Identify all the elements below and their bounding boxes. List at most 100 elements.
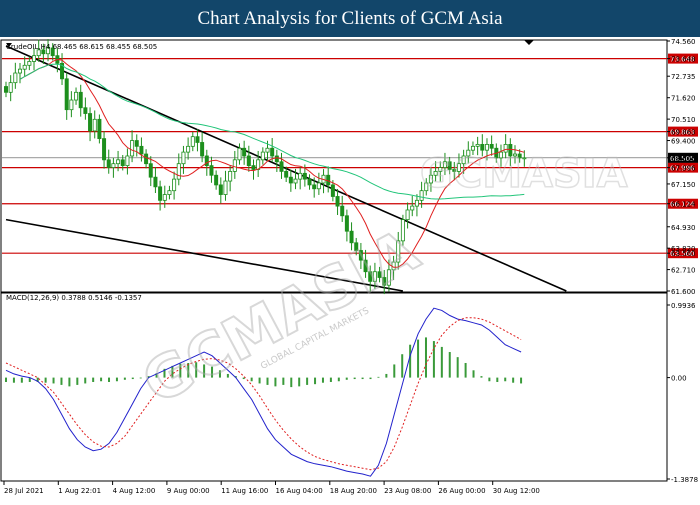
candle-bearish — [340, 205, 345, 217]
candle-bullish — [181, 151, 186, 165]
macd-info: MACD(12,26,9) 0.3788 0.5146 -0.1357 — [6, 294, 142, 302]
candle-bearish — [214, 174, 219, 186]
level-tag — [668, 248, 698, 259]
candle-bearish — [50, 47, 55, 57]
candle-bullish — [162, 194, 167, 201]
macd-histogram-bar — [353, 377, 356, 380]
candle-bullish — [92, 118, 97, 132]
candle-bearish — [144, 153, 149, 165]
candle-bullish — [190, 136, 195, 147]
candle-bullish — [186, 145, 191, 153]
macd-histogram-bar — [456, 357, 459, 378]
macd-histogram-bar — [298, 377, 301, 387]
macd-histogram-bar — [512, 377, 515, 383]
macd-histogram-bar — [171, 365, 174, 378]
candle-bullish — [372, 271, 377, 282]
candle-bullish — [265, 147, 270, 153]
candle-bearish — [335, 196, 340, 207]
macd-histogram-bar — [266, 377, 269, 385]
candle-bearish — [158, 186, 163, 201]
candle-bearish — [452, 169, 457, 172]
candle-bullish — [442, 161, 447, 168]
macd-histogram-bar — [290, 377, 293, 388]
chart-area: 73.648 69.863 67.996 66.124 63.560 68.505 74.… — [0, 37, 700, 500]
candle-bullish — [111, 163, 116, 168]
price-tick-label: 64.930 — [671, 224, 696, 232]
macd-histogram-bar — [234, 376, 237, 378]
price-tick-label: 70.510 — [671, 116, 696, 124]
candle-bullish — [396, 240, 401, 263]
candle-bullish — [386, 269, 391, 286]
moving-average-line — [19, 58, 525, 268]
candle-bearish — [377, 271, 382, 278]
macd-histogram-bar — [496, 377, 499, 382]
macd-histogram-bar — [68, 377, 71, 387]
macd-line — [5, 307, 522, 477]
candle-bullish — [22, 64, 27, 70]
scroll-left-icon — [6, 43, 12, 47]
macd-histogram-bar — [147, 376, 150, 378]
candle-bullish — [433, 171, 438, 176]
time-tick-label: 1 Aug 22:01 — [58, 487, 101, 495]
candle-bearish — [4, 86, 9, 93]
candle-bullish — [400, 219, 405, 242]
macd-histogram-bar — [44, 377, 47, 383]
candle-bearish — [270, 147, 275, 157]
macd-histogram-bar — [432, 341, 435, 378]
candle-bearish — [88, 113, 93, 132]
candle-bullish — [498, 151, 503, 159]
shift-marker-icon — [524, 40, 534, 45]
macd-histogram-bar — [52, 377, 55, 384]
candle-bearish — [382, 277, 387, 286]
candle-bearish — [153, 176, 158, 188]
candle-bearish — [344, 215, 349, 232]
macd-histogram-bar — [226, 373, 229, 378]
candle-bearish — [200, 142, 205, 157]
macd-histogram-bar — [409, 344, 412, 378]
macd-histogram-bar — [504, 377, 507, 382]
macd-histogram-bar — [472, 370, 475, 378]
candle-bearish — [358, 250, 363, 261]
macd-histogram-bar — [139, 377, 142, 379]
candle-bearish — [242, 147, 247, 157]
time-tick-label: 18 Aug 20:00 — [330, 487, 377, 495]
macd-histogram-bar — [100, 377, 103, 382]
candle-bearish — [78, 91, 83, 109]
candle-bullish — [172, 178, 177, 192]
macd-histogram-bar — [393, 364, 396, 378]
candle-bearish — [209, 165, 214, 176]
level-tag — [668, 198, 698, 209]
macd-histogram-bar — [361, 377, 364, 380]
macd-histogram-bar — [76, 377, 79, 385]
page-title: Chart Analysis for Clients of GCM Asia — [197, 7, 503, 29]
candle-bullish — [466, 149, 471, 157]
macd-histogram-bar — [163, 368, 166, 378]
candle-bearish — [204, 155, 209, 167]
price-chart: 73.648 69.863 67.996 66.124 63.560 68.505 74.… — [0, 37, 700, 500]
macd-histogram-bar — [329, 377, 332, 382]
candle-bullish — [8, 82, 13, 93]
candle-bullish — [260, 151, 265, 161]
candle-bullish — [228, 171, 233, 182]
price-tick-label: 62.710 — [671, 267, 696, 275]
candles — [4, 39, 527, 295]
candle-bullish — [456, 163, 461, 172]
time-tick-label: 16 Aug 04:00 — [276, 487, 323, 495]
macd-histogram-bar — [60, 377, 63, 385]
time-axis: 28 Jul 2021 1 Aug 22:01 4 Aug 12:00 9 Aug 0… — [3, 481, 540, 495]
candle-bullish — [130, 140, 135, 157]
candle-bearish — [83, 107, 88, 114]
level-label: 69.863 — [670, 129, 695, 137]
macd-histogram-bar — [385, 373, 388, 378]
macd-histogram-bar — [345, 377, 348, 380]
price-tick-label: 72.735 — [671, 73, 696, 81]
macd-histogram-bar — [258, 377, 261, 384]
macd-histogram-bar — [488, 377, 491, 382]
candle-bearish — [330, 184, 335, 197]
candle-bearish — [106, 159, 111, 168]
candle-bearish — [284, 171, 289, 178]
candle-bullish — [475, 143, 480, 147]
macd-histogram-bar — [12, 377, 15, 383]
price-tick-label: 74.560 — [671, 38, 696, 46]
candle-bearish — [102, 138, 107, 161]
